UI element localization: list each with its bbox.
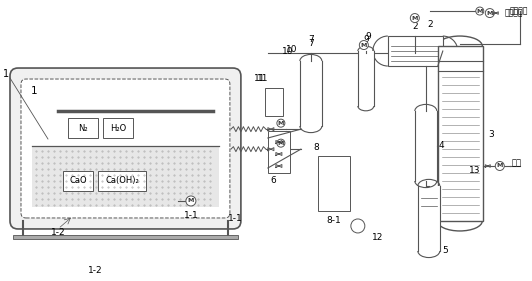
Text: M: M (278, 121, 284, 126)
Bar (438, 46, 483, 221)
Text: Ca(OH)₂: Ca(OH)₂ (105, 176, 139, 185)
Text: M: M (278, 141, 284, 146)
Text: 10: 10 (286, 45, 297, 54)
Bar (358, 51, 374, 106)
Text: 4: 4 (439, 142, 445, 151)
Text: CaO: CaO (69, 176, 87, 185)
Circle shape (359, 40, 368, 49)
Text: N₂: N₂ (78, 124, 88, 133)
Text: 7: 7 (308, 35, 314, 44)
Bar (418, 186, 440, 251)
Text: 7: 7 (308, 38, 314, 47)
Bar (98, 171, 146, 191)
Bar (268, 131, 290, 173)
Bar (265, 88, 283, 116)
Circle shape (277, 119, 285, 127)
Circle shape (351, 219, 365, 233)
Text: 12: 12 (372, 234, 384, 243)
Text: 10: 10 (282, 47, 294, 56)
Text: 1: 1 (3, 69, 9, 79)
Text: 3: 3 (488, 130, 494, 139)
Text: M: M (487, 11, 493, 15)
FancyBboxPatch shape (10, 68, 241, 229)
Bar (300, 61, 322, 126)
Text: 供热蒸汽: 供热蒸汽 (510, 6, 528, 15)
Bar (32, 146, 219, 207)
Text: 8-1: 8-1 (327, 216, 341, 225)
Text: 8: 8 (313, 144, 319, 153)
Text: M: M (496, 164, 503, 169)
Text: 9: 9 (363, 35, 369, 44)
Text: 2: 2 (412, 22, 418, 31)
Bar (415, 111, 437, 181)
Text: 13: 13 (469, 166, 480, 176)
Circle shape (410, 13, 419, 22)
Circle shape (495, 162, 504, 171)
Text: M: M (361, 42, 367, 47)
Text: M: M (487, 11, 492, 15)
Text: 1: 1 (31, 86, 37, 96)
Text: 1-1: 1-1 (184, 212, 198, 221)
Text: 9: 9 (365, 31, 371, 40)
Circle shape (485, 8, 494, 17)
Text: 1-2: 1-2 (88, 266, 102, 275)
Bar (63, 171, 93, 191)
Text: M: M (188, 198, 194, 203)
Text: M: M (477, 8, 483, 13)
Circle shape (277, 139, 285, 147)
Text: 1-2: 1-2 (51, 228, 65, 237)
Circle shape (186, 196, 196, 206)
Bar (103, 118, 133, 138)
Text: 供水: 供水 (512, 158, 522, 167)
Text: M: M (412, 15, 418, 21)
FancyBboxPatch shape (21, 79, 230, 218)
Text: 11: 11 (254, 74, 265, 83)
Bar (68, 118, 98, 138)
Text: 5: 5 (442, 246, 448, 255)
Bar (388, 36, 443, 66)
Text: 1-1: 1-1 (228, 214, 242, 223)
Text: H₂O: H₂O (110, 124, 126, 133)
Text: 11: 11 (257, 74, 269, 83)
Text: 供热蒸汽: 供热蒸汽 (505, 8, 523, 17)
Text: 6: 6 (270, 176, 276, 185)
Text: 2: 2 (427, 20, 433, 29)
Circle shape (476, 7, 484, 15)
Bar (318, 156, 350, 211)
Bar (13, 235, 238, 239)
